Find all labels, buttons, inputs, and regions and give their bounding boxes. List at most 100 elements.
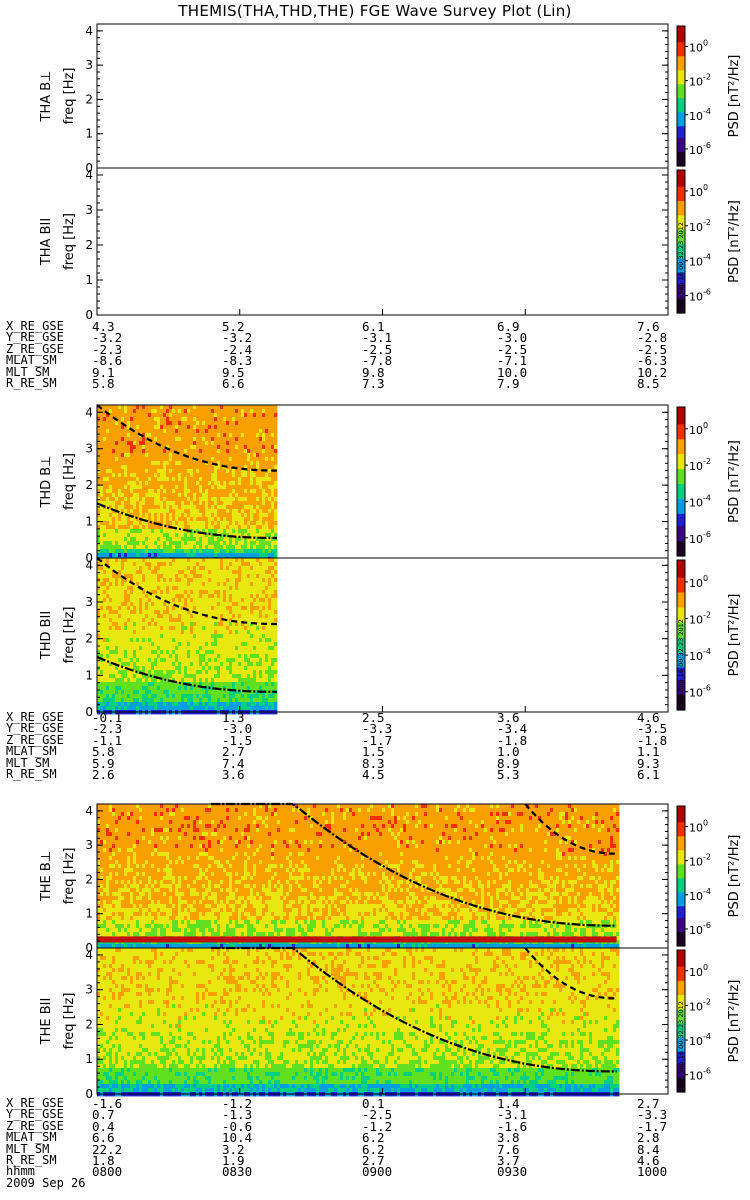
colorbar-cell	[677, 496, 685, 500]
colorbar-cell	[677, 570, 685, 574]
colorbar-cell	[677, 56, 685, 60]
y-tick-label: 4	[85, 168, 93, 182]
y-tick-label: 3	[85, 838, 93, 852]
colorbar-cell	[677, 687, 685, 691]
colorbar-cell	[677, 51, 685, 55]
colorbar-cell	[677, 456, 685, 460]
colorbar-cell	[677, 625, 685, 629]
colorbar-cell	[677, 436, 685, 440]
colorbar-cell	[677, 992, 685, 996]
time-tick-label: 1000	[637, 1164, 668, 1180]
colorbar-cell	[677, 79, 685, 83]
colorbar-cell	[677, 98, 685, 102]
colorbar-tick-label: 10-6	[689, 141, 711, 157]
colorbar-cell	[677, 503, 685, 507]
ephemeris-value: -2.5	[362, 1107, 393, 1123]
colorbar-cell	[677, 966, 685, 970]
colorbar-label: PSD [nT²/Hz]	[727, 440, 742, 523]
ephemeris-value: -3.0	[497, 330, 528, 346]
colorbar-cell	[677, 918, 685, 921]
colorbar-cell	[677, 72, 685, 76]
y-tick-label: 3	[85, 983, 93, 997]
colorbar-cell	[677, 915, 685, 919]
colorbar-cell	[677, 521, 685, 525]
colorbar-cell	[677, 159, 685, 162]
colorbar-cell	[677, 154, 685, 158]
colorbar-tick-label: 10-4	[689, 887, 711, 903]
colorbar-cell	[677, 451, 685, 455]
ephemeris-label: MLT_SM	[6, 1141, 50, 1156]
colorbar-cell	[677, 459, 685, 463]
colorbar: 100 10-2 10-4 10-6 PSD [nT²/Hz]	[676, 805, 742, 947]
colorbar-cell	[677, 829, 685, 833]
ephemeris-value: -7.1	[497, 353, 528, 369]
colorbar-cell	[677, 37, 685, 41]
colorbar-cell	[677, 523, 685, 527]
ephemeris-value: -2.3	[92, 341, 123, 357]
colorbar-cell	[677, 932, 685, 935]
colorbar: 100 10-2 10-4 10-6 PSD [nT²/Hz] Sun Sep 16 00…	[676, 169, 742, 314]
ephemeris-value: 1.0	[497, 744, 520, 760]
colorbar-cell	[677, 943, 685, 947]
colorbar-frame	[676, 805, 686, 947]
colorbar-cell	[677, 855, 685, 858]
colorbar-cell	[677, 605, 685, 609]
colorbar-cell	[677, 103, 685, 106]
spectrogram-cells	[97, 948, 620, 1097]
colorbar-cell	[677, 126, 685, 130]
colorbar-cell	[677, 892, 685, 896]
y-tick-label: 2	[85, 92, 93, 106]
ephemeris-value: 1.8	[92, 1153, 115, 1168]
colorbar-cell	[677, 65, 685, 69]
colorbar-cell	[677, 68, 685, 71]
colorbar-cell	[677, 817, 685, 821]
colorbar-cell	[677, 580, 685, 584]
colorbar-cell	[677, 831, 685, 835]
colorbar-cell	[677, 1054, 685, 1058]
ephemeris-value: -1.6	[92, 1096, 123, 1111]
colorbar-cell	[677, 58, 685, 62]
ephemeris-value: -2.4	[222, 341, 253, 357]
time-tick-label: 0930	[497, 1164, 528, 1180]
ephemeris-value: -0.6	[222, 1118, 253, 1134]
colorbar-cell	[677, 270, 685, 274]
colorbar-cell	[677, 91, 685, 95]
date-label: 2009 Sep 26	[6, 1175, 86, 1190]
colorbar-cell	[677, 33, 685, 36]
colorbar-cell	[677, 961, 685, 965]
colorbar-tick-label: 10-2	[689, 853, 711, 869]
colorbar-cell	[677, 983, 685, 987]
colorbar-cell	[677, 181, 685, 185]
colorbar-cell	[677, 548, 685, 552]
colorbar-tick-label: 10-4	[689, 1032, 711, 1048]
colorbar-tick-label: 10-2	[689, 997, 711, 1013]
colorbar-cell	[677, 1077, 685, 1081]
ephemeris-label: MLT_SM	[6, 364, 50, 379]
colorbar-cell	[677, 602, 685, 606]
colorbar-cell	[677, 236, 685, 240]
y-tick-label: 2	[85, 632, 93, 646]
ephemeris-value: 0.1	[362, 1096, 385, 1111]
colorbar-cell	[677, 251, 685, 254]
colorbar-cell	[677, 971, 685, 975]
colorbar-cell	[677, 279, 685, 283]
ephemeris-value: 6.2	[362, 1141, 385, 1157]
colorbar-cell	[677, 954, 685, 958]
y-tick-label: 3	[85, 442, 93, 456]
colorbar-cell	[677, 138, 685, 141]
colorbar-cell	[677, 469, 685, 473]
colorbar-cell	[677, 229, 685, 233]
ephemeris-value: 7.9	[497, 376, 520, 391]
colorbar-cell	[677, 310, 685, 314]
colorbar-cell	[677, 913, 685, 917]
colorbar-cell	[677, 590, 685, 594]
y-tick-label: 1	[85, 515, 93, 529]
y-axis-label-freq: freq [Hz]	[62, 213, 77, 270]
colorbar-cell	[677, 491, 685, 495]
colorbar-cell	[677, 707, 685, 711]
colorbar-cell	[677, 617, 685, 621]
colorbar-cell	[677, 862, 685, 865]
ephemeris-value: 9.8	[362, 364, 385, 380]
colorbar-cell	[677, 1042, 685, 1046]
